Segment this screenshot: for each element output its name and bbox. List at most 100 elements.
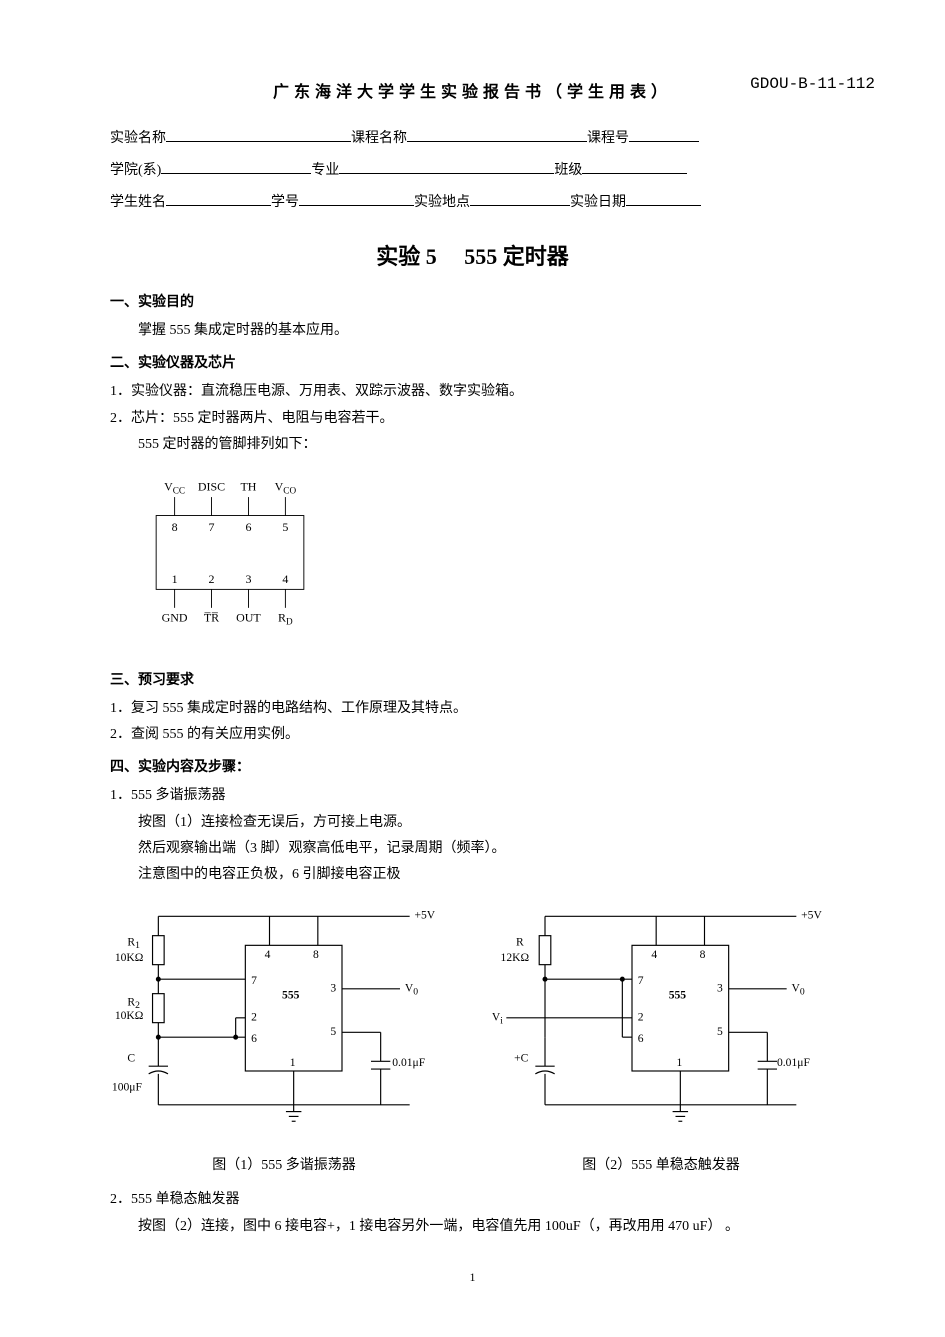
circuit-2: +5V R 12KΩ Vi +C 0.01μF V0 4 8 7 3 2 5 6… [487,897,835,1177]
svg-text:Vi: Vi [492,1010,503,1026]
svg-text:C: C [127,1051,135,1064]
label-date: 实验日期 [570,192,626,214]
section-2-line-3: 555 定时器的管脚排列如下： [110,434,835,456]
section-4-head: 四、实验内容及步骤： [110,757,835,779]
section-4-2: 2．555 单稳态触发器 [110,1189,835,1211]
section-4-1: 1．555 多谐振荡器 [110,785,835,807]
svg-text:10KΩ: 10KΩ [115,1009,144,1022]
svg-text:10KΩ: 10KΩ [115,951,144,964]
svg-text:0.01μF: 0.01μF [392,1056,425,1069]
label-course-no: 课程号 [587,128,629,150]
blank-id [299,188,414,206]
svg-text:4: 4 [651,948,657,961]
blank-college [161,156,311,174]
svg-text:+5V: +5V [414,908,435,921]
svg-text:1: 1 [676,1056,682,1069]
svg-text:RD: RD [278,611,293,627]
svg-text:100μF: 100μF [112,1080,143,1093]
svg-text:OUT: OUT [236,611,261,625]
svg-text:6: 6 [638,1032,644,1045]
section-2-line-1: 1．实验仪器：直流稳压电源、万用表、双踪示波器、数字实验箱。 [110,381,835,403]
svg-text:555: 555 [282,988,300,1001]
label-class: 班级 [554,160,582,182]
svg-text:7: 7 [638,974,644,987]
svg-text:7: 7 [209,521,215,535]
svg-text:5: 5 [717,1025,723,1038]
svg-text:4: 4 [265,948,271,961]
section-4-1c: 注意图中的电容正负极，6 引脚接电容正极 [110,864,835,886]
figure-1-caption: 图（1）555 多谐振荡器 [110,1155,458,1177]
svg-text:0.01μF: 0.01μF [777,1056,810,1069]
blank-course-no [629,124,699,142]
section-2-head: 二、实验仪器及芯片 [110,353,835,375]
svg-text:7: 7 [251,974,257,987]
svg-text:1: 1 [290,1056,296,1069]
svg-text:R1: R1 [127,935,140,951]
exp-number: 实验 5 [376,244,437,269]
svg-text:+5V: +5V [801,908,822,921]
svg-text:8: 8 [313,948,319,961]
exp-name: 555 定时器 [464,244,569,269]
blank-student [166,188,271,206]
section-4-1a: 按图（1）连接检查无误后，方可接上电源。 [110,812,835,834]
svg-text:VCC: VCC [164,480,185,496]
svg-text:12KΩ: 12KΩ [501,951,530,964]
svg-text:2: 2 [638,1010,644,1023]
svg-text:GND: GND [162,611,188,625]
section-2-line-2: 2．芯片：555 定时器两片、电阻与电容若干。 [110,408,835,430]
label-student: 学生姓名 [110,192,166,214]
label-course-name: 课程名称 [351,128,407,150]
svg-text:5: 5 [282,521,288,535]
form-header: 实验名称 课程名称 课程号 学院(系) 专业 班级 学生姓名 学号 实验地点 实… [110,124,835,215]
svg-text:T̅R̅: T̅R̅ [204,611,219,625]
blank-class [582,156,687,174]
label-id: 学号 [271,192,299,214]
svg-text:4: 4 [282,572,288,586]
section-1-head: 一、实验目的 [110,292,835,314]
blank-major [339,156,554,174]
section-4-2a: 按图（2）连接，图中 6 接电容+，1 接电容另外一端，电容值先用 100uF（… [110,1216,835,1238]
svg-text:DISC: DISC [198,480,225,494]
svg-text:1: 1 [172,572,178,586]
svg-text:VCO: VCO [275,480,297,496]
svg-text:+C: +C [514,1051,529,1064]
svg-text:5: 5 [330,1025,336,1038]
label-location: 实验地点 [414,192,470,214]
svg-text:6: 6 [245,521,251,535]
blank-course-name [407,124,587,142]
blank-location [470,188,570,206]
svg-text:2: 2 [251,1010,257,1023]
svg-text:6: 6 [251,1032,257,1045]
section-4-1b: 然后观察输出端（3 脚）观察高低电平，记录周期（频率）。 [110,838,835,860]
page-number: 1 [110,1268,835,1287]
form-row-3: 学生姓名 学号 实验地点 实验日期 [110,188,835,214]
svg-text:3: 3 [330,981,336,994]
svg-text:V0: V0 [791,981,804,997]
section-1-text: 掌握 555 集成定时器的基本应用。 [110,320,835,342]
svg-text:3: 3 [717,981,723,994]
pin-diagram: VCC DISC TH VCO 8 7 6 5 1 2 3 4 GND T̅R̅… [110,474,350,631]
svg-text:2: 2 [209,572,215,586]
svg-text:V0: V0 [405,981,418,997]
svg-text:TH: TH [240,480,256,494]
svg-text:555: 555 [669,988,687,1001]
svg-text:R: R [516,935,524,948]
experiment-title: 实验 5 555 定时器 [110,239,835,274]
section-3-line-1: 1．复习 555 集成定时器的电路结构、工作原理及其特点。 [110,698,835,720]
label-college: 学院(系) [110,160,161,182]
section-3-head: 三、预习要求 [110,670,835,692]
doc-code: GDOU-B-11-112 [750,72,875,98]
label-exp-name: 实验名称 [110,128,166,150]
svg-text:3: 3 [245,572,251,586]
blank-date [626,188,701,206]
blank-exp-name [166,124,351,142]
figure-2-caption: 图（2）555 单稳态触发器 [487,1155,835,1177]
form-row-1: 实验名称 课程名称 课程号 [110,124,835,150]
report-title: 广东海洋大学学生实验报告书（学生用表） [110,80,835,106]
section-3-line-2: 2．查阅 555 的有关应用实例。 [110,724,835,746]
label-major: 专业 [311,160,339,182]
circuit-1: +5V R1 10KΩ R2 10KΩ C 100μF 0.01μF V0 4 … [110,897,458,1177]
svg-text:8: 8 [172,521,178,535]
form-row-2: 学院(系) 专业 班级 [110,156,835,182]
svg-text:8: 8 [700,948,706,961]
